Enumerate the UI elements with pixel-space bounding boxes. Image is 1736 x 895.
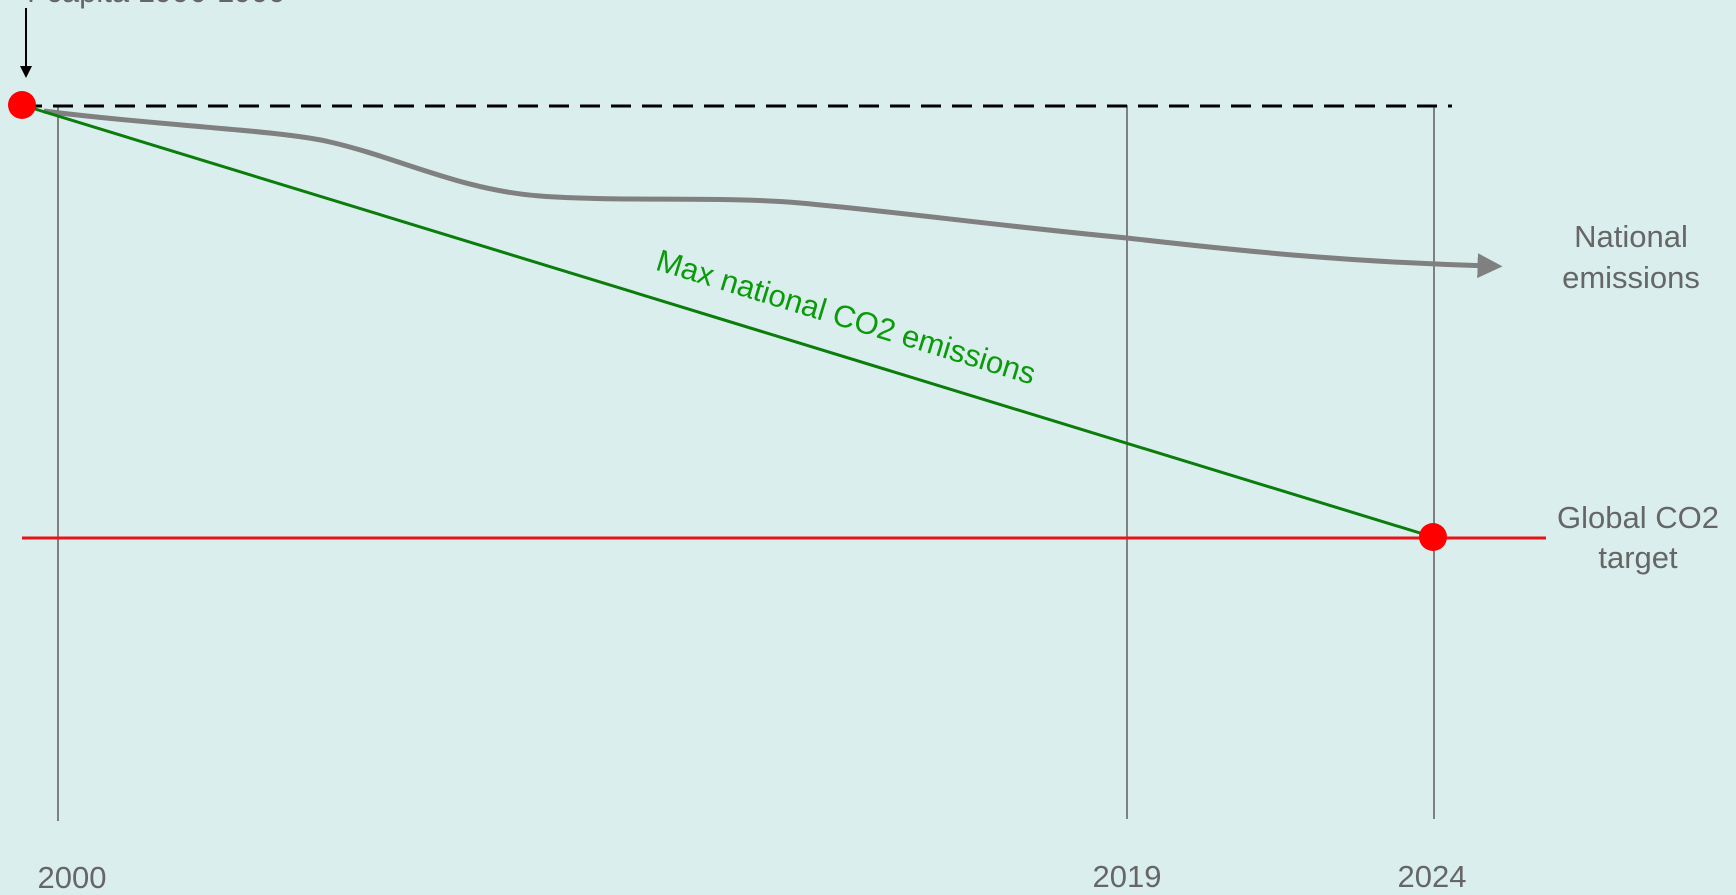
year-label: 2000 xyxy=(38,860,107,895)
target-label: target xyxy=(1598,540,1678,575)
year-label: 2024 xyxy=(1398,859,1467,894)
national-label: National xyxy=(1574,219,1688,254)
target-label: Global CO2 xyxy=(1557,500,1719,535)
year-label: 2019 xyxy=(1093,859,1162,894)
top-note: r capita 1990-1999 xyxy=(27,0,286,9)
target-dot xyxy=(1419,523,1447,551)
start-dot xyxy=(8,91,36,119)
max-emissions-line xyxy=(21,103,1434,539)
national-emissions-curve xyxy=(43,108,1503,279)
national-label: emissions xyxy=(1562,260,1700,295)
